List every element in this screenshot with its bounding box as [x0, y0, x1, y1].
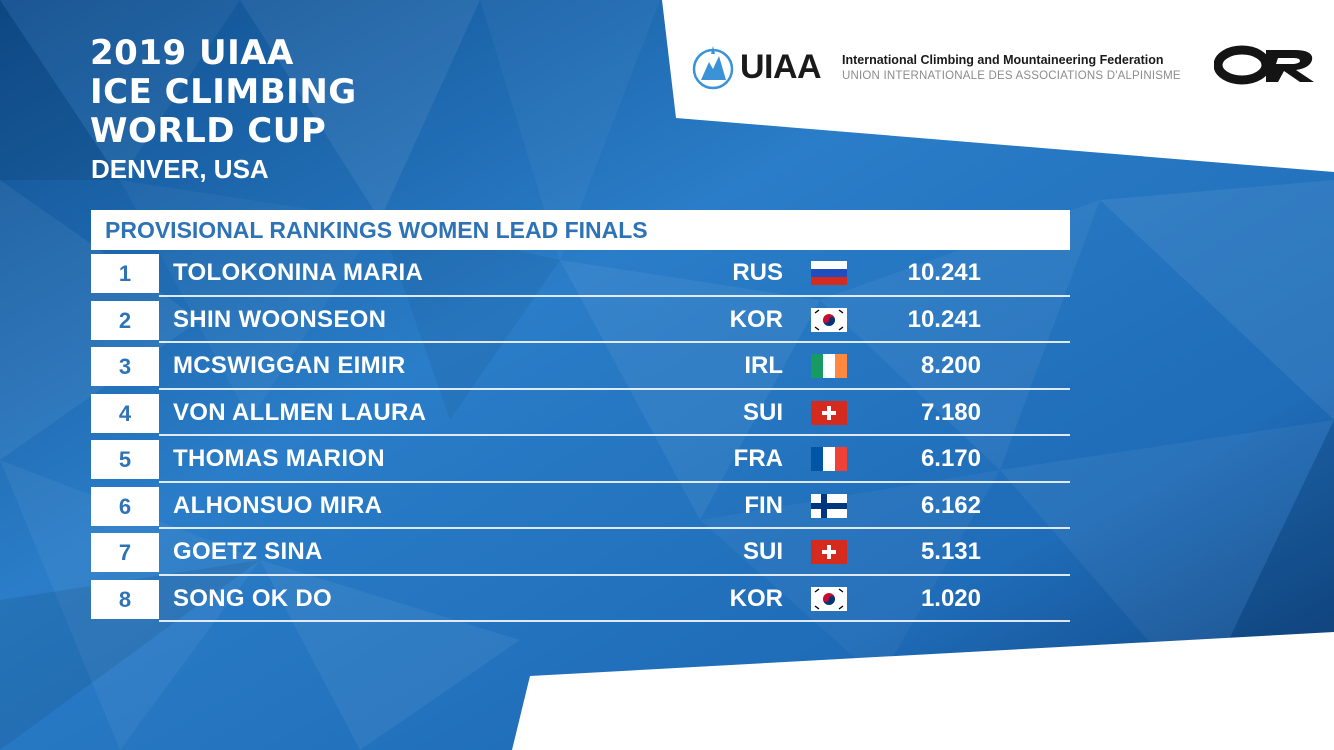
- white-panel-bottom: [512, 632, 1334, 750]
- rank-number: 8: [91, 579, 159, 619]
- ranking-row: 5 THOMAS MARION FRA 6.170: [91, 436, 1070, 483]
- athlete-name: GOETZ SINA: [173, 538, 323, 565]
- rank-number: 7: [91, 533, 159, 572]
- uiaa-logo: UIAA International Climbing and Mountain…: [692, 42, 1202, 94]
- score: 10.241: [907, 259, 981, 286]
- white-panel-top-right: [662, 0, 1334, 172]
- switzerland-flag-icon: [811, 400, 847, 425]
- ireland-flag-icon: [811, 354, 847, 378]
- russia-flag-icon: [811, 261, 847, 285]
- rank-number: 6: [91, 486, 159, 526]
- event-title-line: ICE CLIMBING: [90, 72, 357, 112]
- event-location: DENVER, USA: [91, 154, 269, 184]
- ranking-row: 2 SHIN WOONSEON KOR 10.241: [91, 297, 1070, 344]
- athlete-name: TOLOKONINA MARIA: [173, 259, 424, 286]
- outdoor-research-logo: [1214, 45, 1314, 85]
- ranking-row: 3 MCSWIGGAN EIMIR IRL 8.200: [91, 343, 1070, 390]
- ranking-row: 8 SONG OK DO KOR 1.020: [91, 576, 1070, 623]
- rank-number: 3: [91, 347, 159, 386]
- athlete-name: SHIN WOONSEON: [173, 305, 387, 333]
- nation-code: SUI: [742, 538, 783, 565]
- athlete-name: THOMAS MARION: [173, 445, 385, 472]
- score: 7.180: [920, 398, 981, 426]
- score: 8.200: [920, 352, 981, 379]
- nation-code: FIN: [744, 491, 783, 519]
- score: 6.170: [920, 445, 981, 472]
- federation-name-english: International Climbing and Mountaineerin…: [842, 53, 1164, 67]
- korea-flag-icon: [811, 307, 847, 332]
- rank-number: 4: [91, 393, 159, 433]
- score: 10.241: [907, 305, 981, 333]
- athlete-name: ALHONSUO MIRA: [173, 491, 383, 519]
- nation-code: KOR: [729, 305, 783, 333]
- ranking-row: 1 TOLOKONINA MARIA RUS 10.241: [91, 250, 1070, 297]
- nation-code: IRL: [744, 352, 783, 379]
- ranking-row: 7 GOETZ SINA SUI 5.131: [91, 529, 1070, 576]
- uiaa-mountain-icon: [692, 46, 734, 90]
- score: 5.131: [920, 538, 981, 565]
- event-title-line: 2019 UIAA: [90, 33, 294, 73]
- rank-number: 2: [91, 300, 159, 340]
- ranking-row: 4 VON ALLMEN LAURA SUI 7.180: [91, 390, 1070, 437]
- event-title-line: WORLD CUP: [90, 111, 327, 151]
- score: 1.020: [920, 584, 981, 612]
- federation-name-french: UNION INTERNATIONALE DES ASSOCIATIONS D'…: [842, 70, 1181, 82]
- event-title: 2019 UIAA ICE CLIMBING WORLD CUP: [90, 34, 357, 151]
- rankings-table: PROVISIONAL RANKINGS WOMEN LEAD FINALS 1…: [91, 210, 1070, 622]
- nation-code: SUI: [742, 398, 783, 426]
- athlete-name: MCSWIGGAN EIMIR: [173, 352, 406, 379]
- uiaa-wordmark: UIAA: [740, 48, 822, 86]
- athlete-name: VON ALLMEN LAURA: [173, 398, 427, 426]
- nation-code: KOR: [729, 584, 783, 612]
- rank-number: 1: [91, 254, 159, 293]
- nation-code: RUS: [732, 259, 783, 286]
- rank-number: 5: [91, 440, 159, 479]
- korea-flag-icon: [811, 586, 847, 611]
- france-flag-icon: [811, 447, 847, 471]
- athlete-name: SONG OK DO: [173, 584, 333, 612]
- rankings-title: PROVISIONAL RANKINGS WOMEN LEAD FINALS: [91, 210, 1070, 250]
- ranking-row: 6 ALHONSUO MIRA FIN 6.162: [91, 483, 1070, 530]
- finland-flag-icon: [811, 493, 847, 518]
- nation-code: FRA: [733, 445, 783, 472]
- score: 6.162: [920, 491, 981, 519]
- switzerland-flag-icon: [811, 540, 847, 564]
